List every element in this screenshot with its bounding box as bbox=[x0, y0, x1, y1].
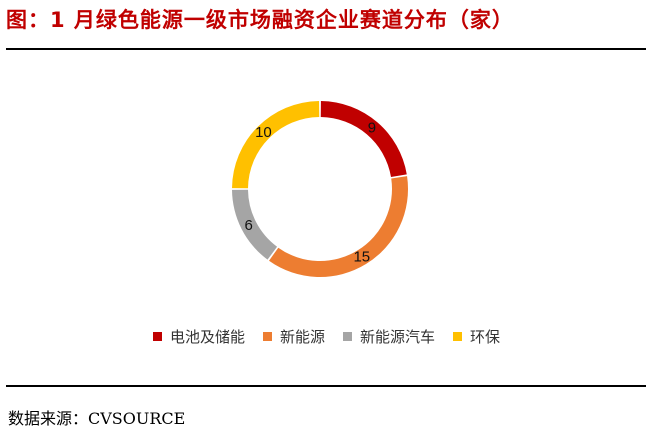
legend-item-1: 电池及储能 bbox=[152, 326, 245, 347]
data-source: 数据来源：CVSOURCE bbox=[8, 409, 186, 428]
bottom-divider bbox=[6, 385, 646, 387]
data-label-2: 15 bbox=[353, 249, 370, 266]
slice-1 bbox=[320, 101, 407, 177]
legend-swatch-3 bbox=[343, 332, 352, 341]
data-label-3: 6 bbox=[245, 217, 253, 234]
legend-item-4: 环保 bbox=[453, 326, 500, 347]
legend-label-3: 新能源汽车 bbox=[360, 328, 436, 346]
legend-swatch-2 bbox=[262, 332, 272, 341]
legend-swatch-1 bbox=[152, 332, 162, 341]
top-divider bbox=[6, 48, 646, 50]
slice-4 bbox=[232, 101, 320, 189]
data-label-4: 10 bbox=[255, 124, 272, 141]
slice-2 bbox=[269, 176, 408, 278]
chart-legend: 电池及储能 新能源 新能源汽车 环保 bbox=[0, 326, 653, 347]
legend-label-2: 新能源 bbox=[279, 328, 325, 346]
data-label-1: 9 bbox=[368, 120, 376, 137]
chart-title: 图：1 月绿色能源一级市场融资企业赛道分布（家） bbox=[6, 8, 514, 32]
donut-data-labels: 9 15 6 10 bbox=[245, 120, 377, 266]
legend-label-1: 电池及储能 bbox=[169, 328, 245, 346]
legend-label-4: 环保 bbox=[470, 328, 501, 346]
slice-3 bbox=[232, 189, 278, 260]
legend-swatch-4 bbox=[453, 332, 463, 341]
legend-item-3: 新能源汽车 bbox=[343, 326, 435, 347]
legend-item-2: 新能源 bbox=[262, 326, 325, 347]
donut-slices bbox=[232, 101, 408, 278]
